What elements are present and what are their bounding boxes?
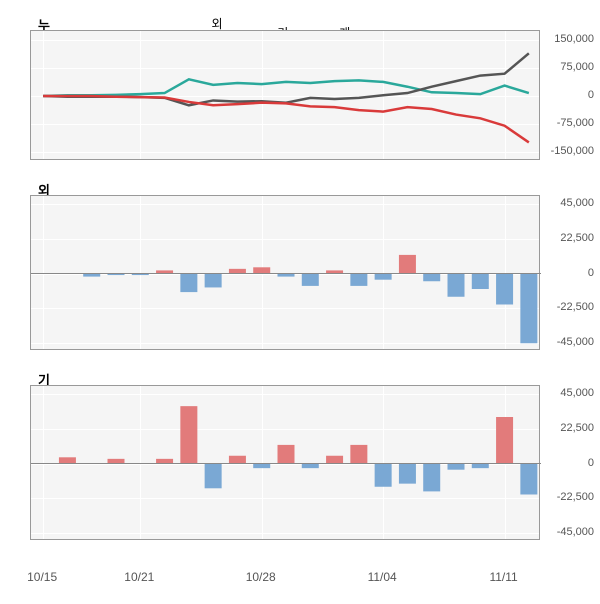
- y-tick-label: -75,000: [557, 117, 594, 129]
- y-tick-label: 75,000: [560, 61, 594, 73]
- y-tick-label: 22,500: [560, 232, 594, 244]
- y-tick-label: 0: [588, 267, 594, 279]
- y-axis-1: -150,000 -75,000 0 75,000 150,000: [540, 30, 600, 160]
- plot-area-2: [30, 195, 540, 350]
- x-axis: 10/15 10/21 10/28 11/04 11/11: [30, 570, 540, 590]
- chart-container: 누적순매매량 외국인 기관 개인 -150,000-75,000075,0001…: [0, 0, 600, 604]
- x-tick-label: 10/21: [124, 570, 154, 584]
- y-tick-label: 0: [588, 89, 594, 101]
- x-tick-label: 10/28: [246, 570, 276, 584]
- plot-area-1: [30, 30, 540, 160]
- y-axis-2: -45,000 -22,500 0 22,500 45,000: [540, 195, 600, 350]
- y-tick-label: -22,500: [557, 301, 594, 313]
- y-tick-label: 45,000: [560, 197, 594, 209]
- y-tick-label: 45,000: [560, 387, 594, 399]
- y-tick-label: -45,000: [557, 526, 594, 538]
- x-tick-label: 10/15: [27, 570, 57, 584]
- y-tick-label: 0: [588, 457, 594, 469]
- y-axis-3: -45,000 -22,500 0 22,500 45,000: [540, 385, 600, 540]
- y-tick-label: 22,500: [560, 422, 594, 434]
- x-tick-label: 11/04: [368, 570, 397, 584]
- y-tick-label: -22,500: [557, 491, 594, 503]
- y-tick-label: -150,000: [551, 145, 594, 157]
- plot-area-3: [30, 385, 540, 540]
- y-tick-label: -45,000: [557, 336, 594, 348]
- y-tick-label: 150,000: [554, 33, 594, 45]
- x-tick-label: 11/11: [489, 570, 517, 584]
